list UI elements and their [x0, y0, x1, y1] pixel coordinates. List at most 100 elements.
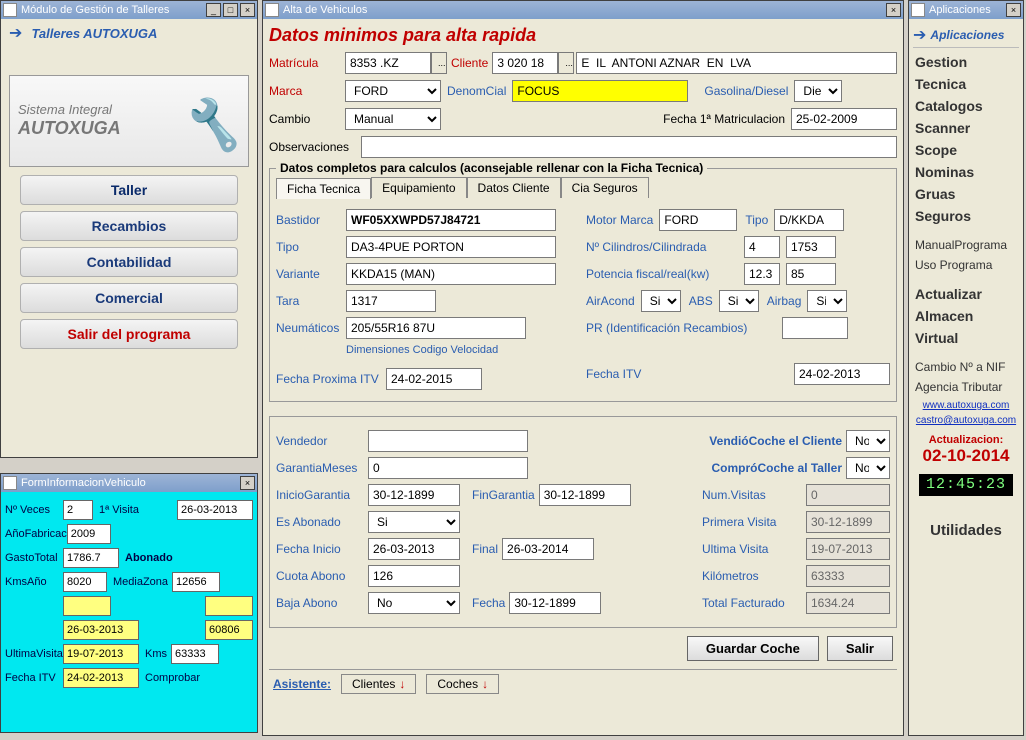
down-arrow-icon: ↓	[399, 677, 405, 691]
assist-clientes-button[interactable]: Clientes↓	[341, 674, 416, 694]
nav-recambios[interactable]: Recambios	[20, 211, 238, 241]
field-fecha[interactable]	[509, 592, 601, 614]
field-nveces[interactable]	[63, 500, 93, 520]
field-obs[interactable]	[361, 136, 897, 158]
maximize-button[interactable]: □	[223, 3, 238, 17]
field-mediazona[interactable]	[172, 572, 220, 592]
link-cambionif[interactable]: Cambio Nº a NIF	[915, 360, 1017, 374]
field-fing[interactable]	[539, 484, 631, 506]
field-ncil-a[interactable]	[744, 236, 780, 258]
titlebar: Alta de Vehiculos ×	[263, 1, 903, 19]
link-usoprog[interactable]: Uso Programa	[915, 258, 1017, 272]
minimize-button[interactable]: _	[206, 3, 221, 17]
salir-button[interactable]: Salir	[827, 636, 893, 661]
label-tara: Tara	[276, 294, 346, 308]
field-anofab[interactable]	[67, 524, 111, 544]
field-tipo-r[interactable]	[774, 209, 844, 231]
field-matricula[interactable]	[345, 52, 431, 74]
close-button[interactable]: ×	[240, 3, 255, 17]
field-cliente-name[interactable]	[576, 52, 897, 74]
link-tecnica[interactable]: Tecnica	[915, 76, 1017, 92]
field-fechaprox[interactable]	[386, 368, 482, 390]
select-fuel[interactable]: Dies	[794, 80, 842, 102]
tab-equipamiento[interactable]: Equipamiento	[371, 177, 466, 198]
field-cliente-code[interactable]	[492, 52, 558, 74]
select-aircond[interactable]: Si	[641, 290, 681, 312]
field-neum[interactable]	[346, 317, 526, 339]
field-tipo[interactable]	[346, 236, 556, 258]
field-cuota[interactable]	[368, 565, 460, 587]
field-pot-a[interactable]	[744, 263, 780, 285]
label-visita1: 1ª Visita	[99, 504, 139, 516]
field-denom[interactable]	[512, 80, 688, 102]
label-aircond: AirAcond	[586, 294, 635, 308]
link-utilidades[interactable]: Utilidades	[913, 522, 1019, 539]
nav-salir[interactable]: Salir del programa	[20, 319, 238, 349]
link-virtual[interactable]: Virtual	[915, 330, 1017, 346]
field-tara[interactable]	[346, 290, 436, 312]
link-nominas[interactable]: Nominas	[915, 164, 1017, 180]
link-email[interactable]: castro@autoxuga.com	[913, 415, 1019, 426]
nav-comercial[interactable]: Comercial	[20, 283, 238, 313]
link-agtrib[interactable]: Agencia Tributar	[915, 380, 1017, 394]
label-comprobar[interactable]: Comprobar	[145, 672, 200, 684]
link-scope[interactable]: Scope	[915, 142, 1017, 158]
field-pot-b[interactable]	[786, 263, 836, 285]
tab-cia-seguros[interactable]: Cia Seguros	[561, 177, 649, 198]
close-button[interactable]: ×	[240, 476, 255, 490]
select-compro[interactable]: No	[846, 457, 890, 479]
select-airbag[interactable]: Si	[807, 290, 847, 312]
link-seguros[interactable]: Seguros	[915, 208, 1017, 224]
nav-contabilidad[interactable]: Contabilidad	[20, 247, 238, 277]
select-baja[interactable]: No	[368, 592, 460, 614]
field-km-extra[interactable]	[205, 620, 253, 640]
link-manualprog[interactable]: ManualPrograma	[915, 238, 1017, 252]
field-date-extra[interactable]	[63, 620, 139, 640]
field-kmsano[interactable]	[63, 572, 107, 592]
field-fini[interactable]	[368, 538, 460, 560]
select-vendio[interactable]: No	[846, 430, 890, 452]
tab-datos-cliente[interactable]: Datos Cliente	[467, 177, 561, 198]
field-vendedor[interactable]	[368, 430, 528, 452]
nav-taller[interactable]: Taller	[20, 175, 238, 205]
field-fechaitv-g[interactable]	[794, 363, 890, 385]
label-fing: FinGarantia	[472, 488, 535, 502]
link-actualizar[interactable]: Actualizar	[915, 286, 1017, 302]
select-abs[interactable]: Si	[719, 290, 759, 312]
field-fechaitv[interactable]	[63, 668, 139, 688]
field-garantiam[interactable]	[368, 457, 528, 479]
select-cambio[interactable]: Manual	[345, 108, 441, 130]
lookup-matricula-button[interactable]: ...	[431, 52, 447, 74]
field-bastidor[interactable]	[346, 209, 556, 231]
field-visita1[interactable]	[177, 500, 253, 520]
link-almacen[interactable]: Almacen	[915, 308, 1017, 324]
field-fecha1mat[interactable]	[791, 108, 897, 130]
field-ultvisita[interactable]	[63, 644, 139, 664]
close-button[interactable]: ×	[1006, 3, 1021, 17]
link-catalogos[interactable]: Catalogos	[915, 98, 1017, 114]
field-ncil-b[interactable]	[786, 236, 836, 258]
field-pr[interactable]	[782, 317, 848, 339]
field-motormarca[interactable]	[659, 209, 737, 231]
field-blank2[interactable]	[205, 596, 253, 616]
field-variante[interactable]	[346, 263, 556, 285]
assist-coches-button[interactable]: Coches↓	[426, 674, 499, 694]
link-gestion[interactable]: Gestion	[915, 54, 1017, 70]
field-gastotot[interactable]	[63, 548, 119, 568]
link-gruas[interactable]: Gruas	[915, 186, 1017, 202]
link-website[interactable]: www.autoxuga.com	[913, 400, 1019, 411]
link-scanner[interactable]: Scanner	[915, 120, 1017, 136]
select-marca[interactable]: FORD	[345, 80, 441, 102]
label-abs: ABS	[689, 294, 713, 308]
select-esabon[interactable]: Si	[368, 511, 460, 533]
tab-ficha-tecnica[interactable]: Ficha Tecnica	[276, 178, 371, 199]
field-final[interactable]	[502, 538, 594, 560]
lookup-cliente-button[interactable]: ...	[558, 52, 574, 74]
field-kms[interactable]	[171, 644, 219, 664]
window-title: Módulo de Gestión de Talleres	[21, 4, 204, 16]
field-iniciog[interactable]	[368, 484, 460, 506]
field-blank1[interactable]	[63, 596, 111, 616]
guardar-button[interactable]: Guardar Coche	[687, 636, 819, 661]
close-button[interactable]: ×	[886, 3, 901, 17]
group-legend: Datos completos para calculos (aconsejab…	[276, 161, 707, 175]
